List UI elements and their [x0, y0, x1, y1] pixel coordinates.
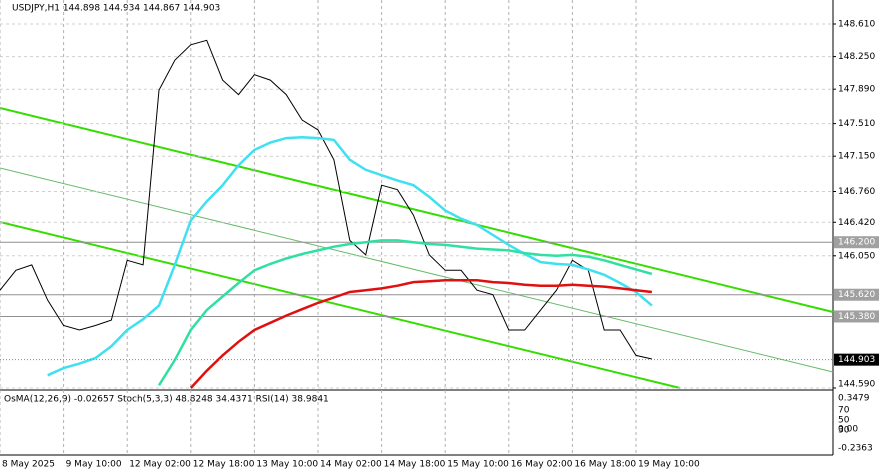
y-tick-label: 146.760 — [838, 187, 875, 197]
x-tick-label: 8 May 2025 — [2, 460, 55, 470]
y-tick-label: 148.250 — [838, 52, 875, 62]
indicator-tick-label: 50 — [838, 416, 850, 426]
x-tick-label: 16 May 18:00 — [574, 460, 636, 470]
level-label: 145.620 — [838, 290, 875, 300]
level-label: 145.380 — [838, 312, 875, 322]
price-line — [0, 39, 653, 360]
indicator-tick-label: 0.3479 — [838, 394, 870, 404]
channel-mid — [0, 167, 834, 373]
x-tick-label: 9 May 10:00 — [66, 460, 122, 470]
x-tick-label: 19 May 10:00 — [638, 460, 700, 470]
last-price-label: 144.903 — [838, 355, 875, 365]
level-box — [834, 288, 879, 301]
indicator-tick-label: 0.00 — [838, 425, 858, 435]
x-tick-label: 13 May 10:00 — [256, 460, 318, 470]
channel-line — [0, 221, 681, 389]
price-line — [47, 135, 653, 377]
level-box — [834, 310, 879, 323]
x-tick-label: 14 May 02:00 — [320, 460, 382, 470]
x-tick-label: 12 May 18:00 — [193, 460, 255, 470]
price-line — [157, 239, 653, 386]
indicator-title: OsMA(12,26,9) -0.02657 Stoch(5,3,3) 48.8… — [4, 395, 329, 405]
level-box — [834, 236, 879, 249]
y-tick-label: 146.420 — [838, 218, 875, 228]
x-tick-label: 16 May 02:00 — [511, 460, 573, 470]
channel-lines — [0, 107, 834, 389]
y-tick-label: 147.150 — [838, 152, 875, 162]
price-line — [189, 278, 653, 389]
y-tick-label: 147.890 — [838, 85, 875, 95]
y-tick-label: 144.590 — [838, 380, 875, 390]
channel-line — [0, 107, 834, 313]
level-label: 146.200 — [838, 238, 875, 248]
y-tick-label: 146.050 — [838, 251, 875, 261]
last-price-box — [834, 353, 879, 366]
x-tick-label: 15 May 10:00 — [447, 460, 509, 470]
x-tick-label: 12 May 02:00 — [129, 460, 191, 470]
indicator-tick-label: 30 — [838, 426, 850, 436]
indicator-tick-label: -0.2363 — [838, 444, 873, 454]
y-tick-label: 148.610 — [838, 19, 875, 29]
indicator-tick-label: 70 — [838, 406, 850, 416]
chart-title: USDJPY,H1 144.898 144.934 144.867 144.90… — [12, 4, 220, 14]
x-tick-label: 14 May 18:00 — [384, 460, 446, 470]
y-tick-label: 147.510 — [838, 119, 875, 129]
